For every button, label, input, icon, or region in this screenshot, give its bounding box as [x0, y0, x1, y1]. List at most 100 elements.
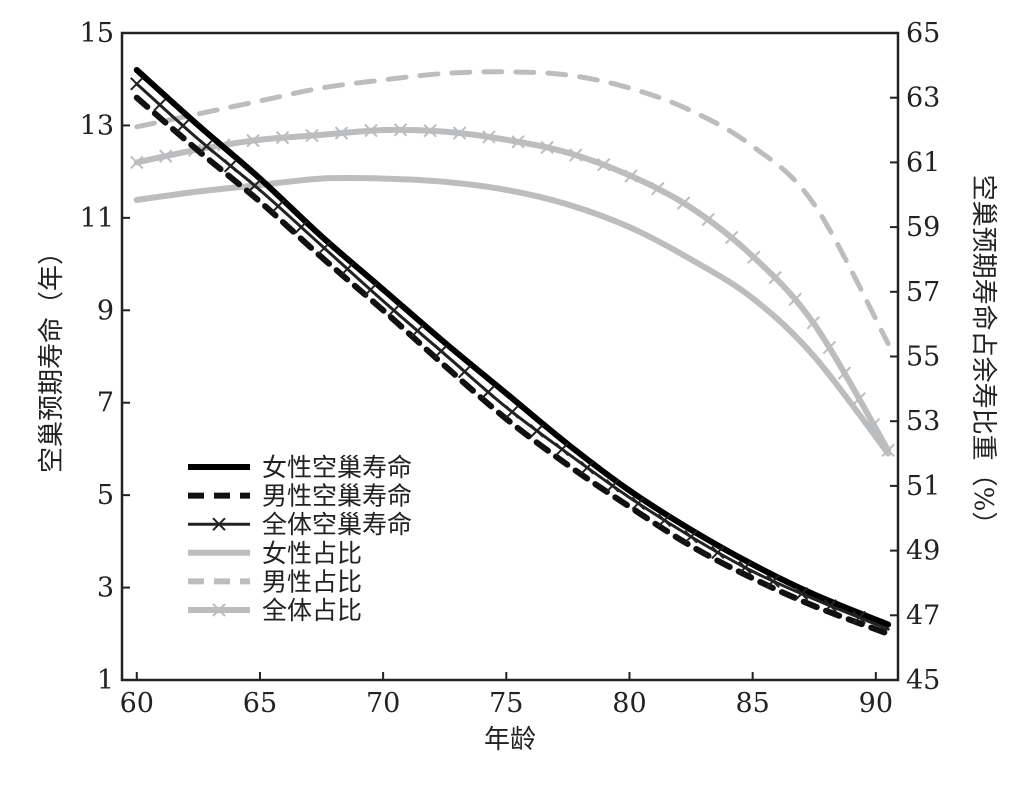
x-marker	[410, 324, 425, 338]
x-marker	[305, 128, 319, 143]
x-marker	[788, 292, 802, 307]
x-marker	[852, 610, 866, 625]
x-marker	[340, 262, 355, 276]
x-marker	[511, 135, 525, 149]
axis-ticks: 60 65 70 75 80 85 9013579111315454749515355575…	[80, 18, 941, 719]
x-axis-label: 年龄	[484, 725, 536, 755]
x-marker	[766, 574, 780, 588]
x-marker	[852, 392, 866, 406]
x-marker	[822, 340, 837, 355]
x-marker	[505, 405, 519, 419]
series-line	[133, 94, 892, 637]
y-right-tick-label: 55	[906, 342, 940, 373]
x-tick-label: 90	[859, 688, 893, 719]
y-right-tick-label: 63	[906, 83, 940, 114]
x-tick-label: 65	[243, 688, 277, 719]
x-marker	[711, 545, 725, 560]
series-4	[134, 69, 891, 347]
legend-x-marker	[212, 603, 226, 617]
y-right-tick-label: 45	[906, 665, 940, 696]
x-marker	[364, 123, 378, 138]
y-axis-right-label: 空巢预期寿命占余寿比重（%）	[968, 175, 998, 538]
x-marker	[271, 199, 285, 213]
legend-item: 男性占比	[188, 567, 362, 596]
y-axis-left-label: 空巢预期寿命（年）	[37, 239, 67, 473]
x-marker	[247, 178, 262, 193]
legend-label: 男性空巢寿命	[262, 482, 412, 511]
x-marker	[387, 303, 401, 318]
x-marker	[481, 385, 495, 399]
x-marker	[555, 442, 569, 456]
x-marker	[701, 212, 715, 227]
y-left-tick-label: 3	[97, 573, 114, 604]
x-tick-label: 70	[366, 688, 400, 719]
x-marker	[823, 599, 838, 613]
legend-item: 全体空巢寿命	[188, 510, 412, 539]
x-marker	[738, 560, 752, 575]
y-left-tick-label: 5	[97, 480, 114, 511]
y-left-tick-label: 15	[80, 18, 114, 49]
y-left-tick-label: 7	[97, 388, 114, 419]
series-1	[133, 94, 892, 637]
x-marker	[176, 119, 190, 133]
y-right-tick-label: 53	[906, 406, 940, 437]
y-left-tick-label: 1	[97, 665, 114, 696]
y-right-tick-label: 61	[906, 147, 940, 178]
x-marker	[657, 513, 672, 528]
x-marker	[569, 148, 583, 162]
series-5	[130, 123, 895, 458]
x-marker	[482, 130, 496, 144]
x-tick-label: 60	[120, 688, 154, 719]
plot-frame	[120, 31, 900, 682]
x-marker	[130, 77, 144, 91]
x-marker	[684, 529, 698, 544]
legend-item: 男性空巢寿命	[188, 482, 412, 511]
series-line	[134, 69, 891, 347]
x-marker	[881, 443, 895, 458]
x-marker	[199, 139, 214, 153]
legend-item: 女性空巢寿命	[188, 453, 412, 482]
x-marker	[676, 196, 691, 210]
x-marker	[794, 587, 809, 601]
x-marker	[605, 479, 620, 493]
x-marker	[597, 157, 611, 172]
y-left-tick-label: 9	[97, 295, 114, 326]
x-marker	[530, 424, 544, 438]
legend-item: 女性占比	[188, 539, 362, 568]
x-marker	[393, 123, 408, 137]
y-left-tick-label: 13	[80, 110, 114, 141]
x-marker	[130, 155, 144, 170]
x-marker	[334, 126, 349, 140]
x-marker	[580, 460, 594, 475]
legend-label: 全体占比	[262, 596, 362, 625]
x-marker	[223, 159, 238, 173]
y-right-tick-label: 59	[906, 212, 940, 243]
x-marker	[806, 316, 820, 330]
x-marker	[837, 366, 852, 380]
x-marker	[724, 230, 739, 245]
x-marker	[747, 250, 761, 264]
y-right-tick-label: 49	[906, 536, 940, 567]
x-marker	[153, 98, 167, 112]
x-marker	[540, 140, 554, 155]
x-marker	[631, 496, 645, 511]
x-tick-label: 75	[489, 688, 523, 719]
series-0	[133, 66, 892, 628]
x-marker	[246, 133, 260, 148]
x-marker	[434, 344, 448, 358]
x-marker	[317, 241, 331, 255]
x-tick-label: 85	[735, 688, 769, 719]
legend-x-marker	[212, 517, 226, 531]
x-marker	[158, 149, 173, 163]
legend-label: 全体空巢寿命	[262, 510, 412, 539]
y-left-tick-label: 11	[80, 203, 114, 234]
y-right-tick-label: 51	[906, 471, 940, 502]
x-marker	[423, 123, 437, 138]
x-marker	[452, 126, 467, 140]
series-2	[130, 77, 890, 631]
x-tick-label: 80	[612, 688, 646, 719]
legend-label: 女性空巢寿命	[262, 453, 412, 482]
series-line	[133, 66, 892, 628]
